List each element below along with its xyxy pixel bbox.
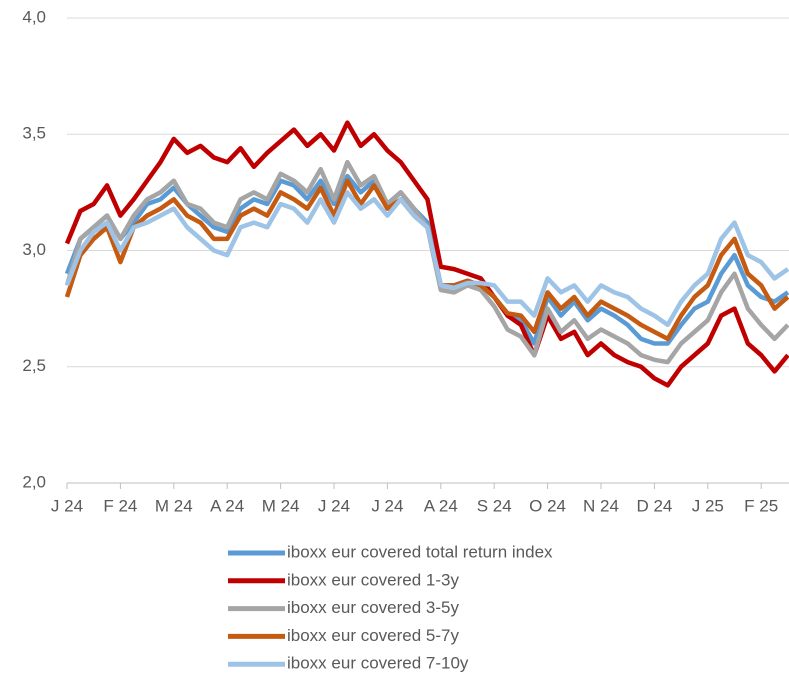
- x-tick-label: N 24: [583, 496, 619, 515]
- x-tick-label: J 24: [318, 496, 350, 515]
- legend-label: iboxx eur covered total return index: [287, 542, 553, 561]
- legend-label: iboxx eur covered 5-7y: [287, 626, 459, 645]
- y-tick-label: 3,0: [22, 240, 46, 259]
- x-tick-label: A 24: [424, 496, 458, 515]
- legend-label: iboxx eur covered 7-10y: [287, 654, 469, 673]
- x-tick-label: D 24: [636, 496, 672, 515]
- y-tick-label: 2,0: [22, 472, 46, 491]
- x-tick-label: J 24: [51, 496, 83, 515]
- x-tick-label: J 25: [692, 496, 724, 515]
- legend-label: iboxx eur covered 1-3y: [287, 570, 459, 589]
- x-tick-label: S 24: [477, 496, 512, 515]
- x-tick-label: A 24: [210, 496, 244, 515]
- x-tick-label: M 24: [155, 496, 193, 515]
- series-line: [64, 120, 789, 388]
- x-tick-label: O 24: [529, 496, 566, 515]
- legend-label: iboxx eur covered 3-5y: [287, 598, 459, 617]
- x-tick-label: J 24: [371, 496, 403, 515]
- y-tick-label: 3,5: [22, 124, 46, 143]
- x-tick-label: M 24: [262, 496, 300, 515]
- y-tick-label: 4,0: [22, 7, 46, 26]
- x-tick-label: F 25: [744, 496, 778, 515]
- series-line: [64, 190, 789, 328]
- y-tick-label: 2,5: [22, 356, 46, 375]
- x-tick-label: F 24: [103, 496, 137, 515]
